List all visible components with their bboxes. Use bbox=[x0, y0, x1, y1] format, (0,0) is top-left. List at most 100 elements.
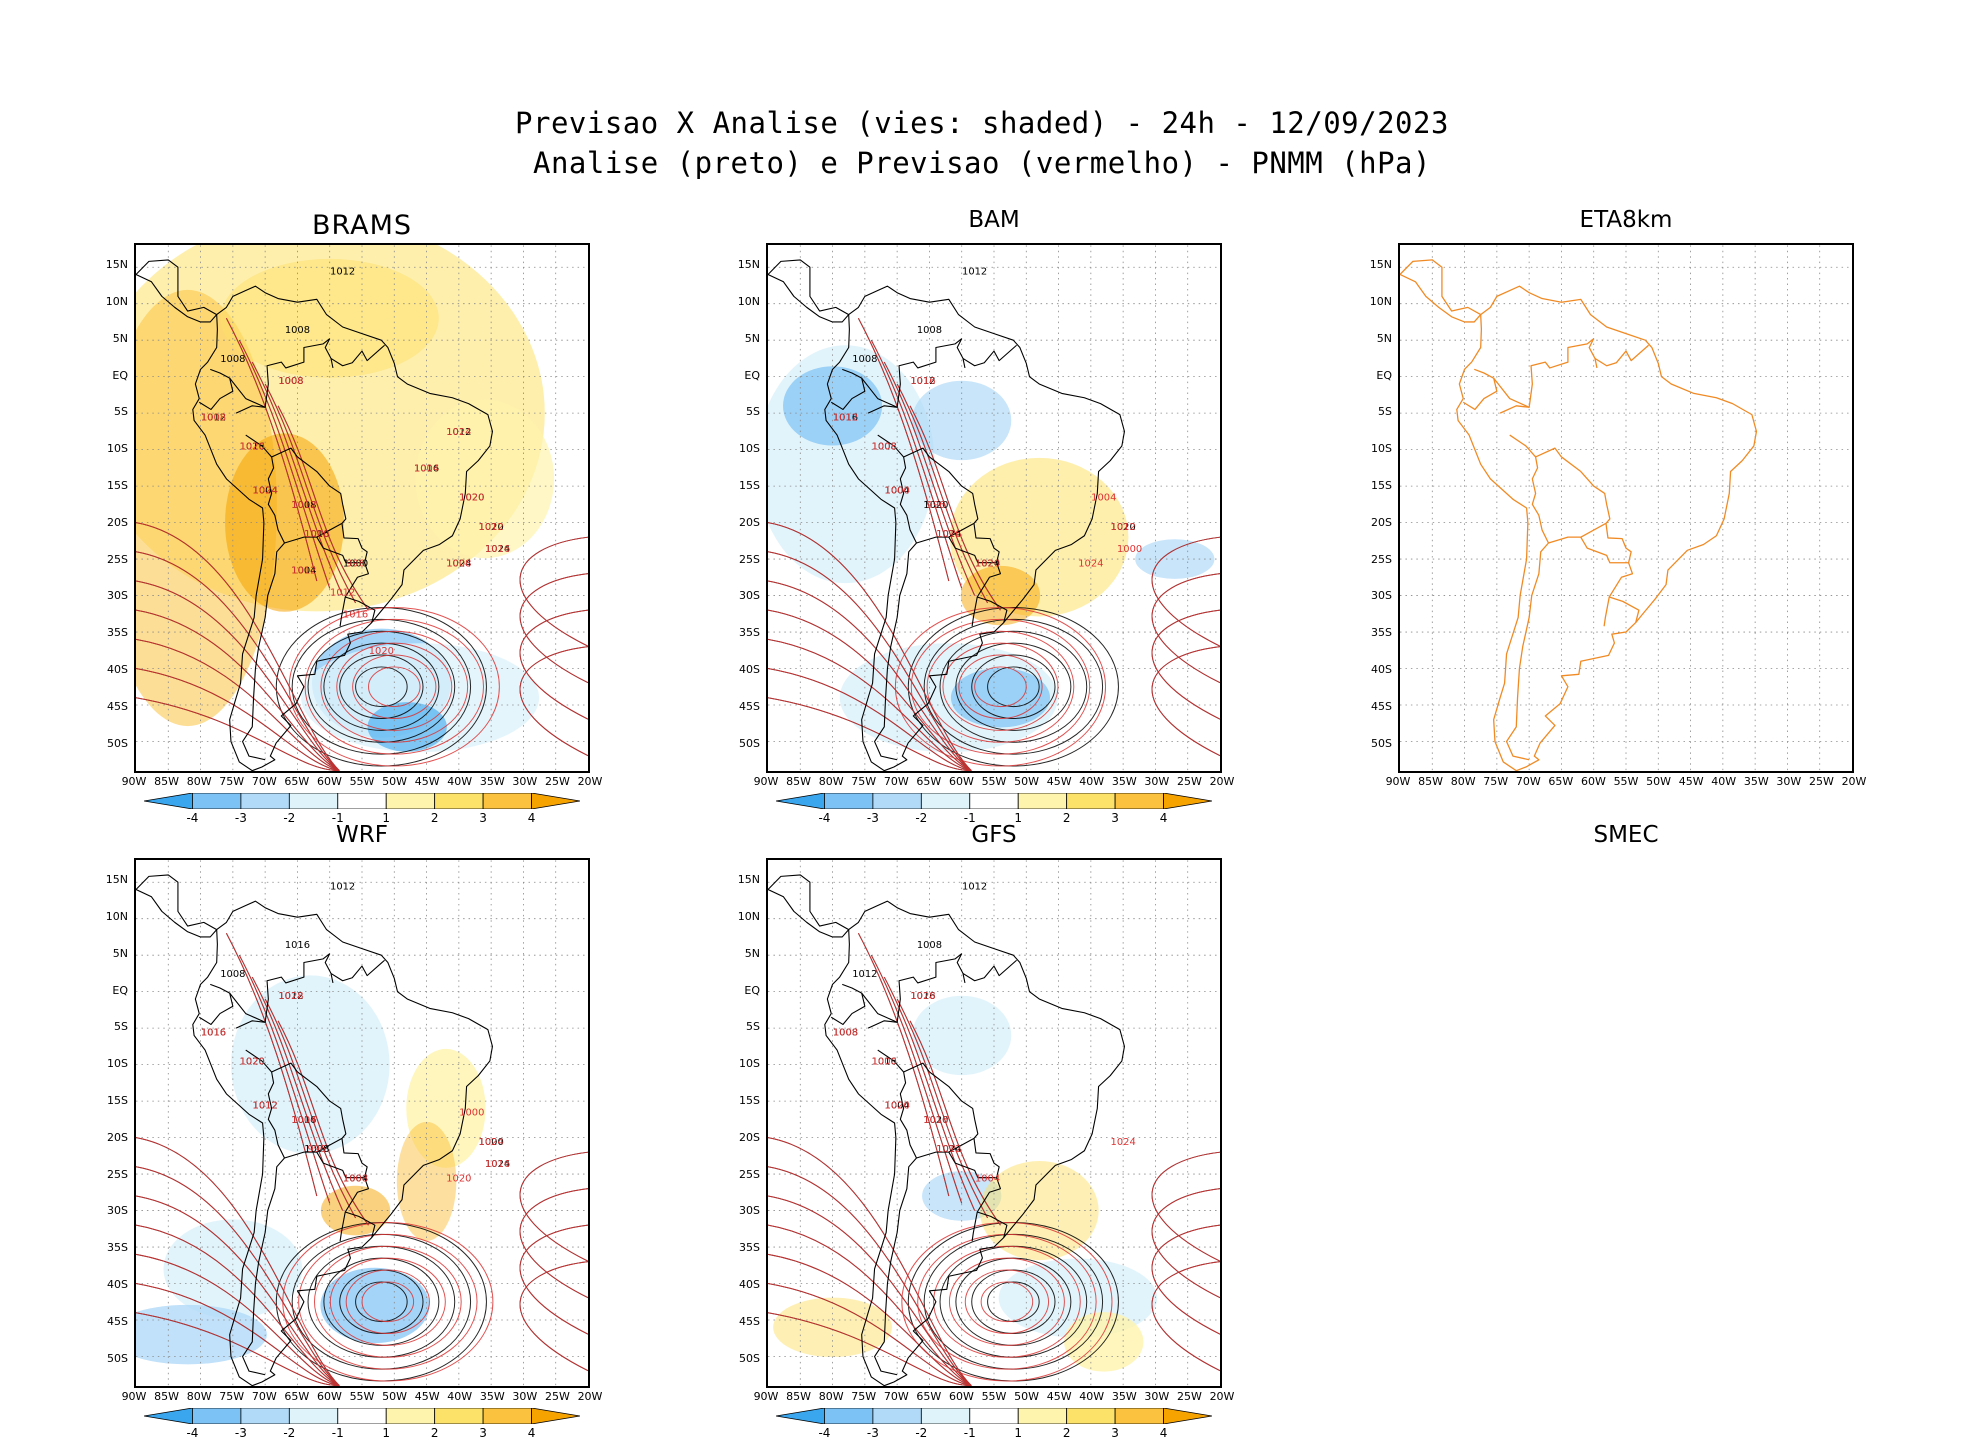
bam-analysis-contour-label: 1024 bbox=[975, 558, 1000, 569]
colorbar-tick-label: 3 bbox=[1111, 1426, 1119, 1440]
coastline-and-borders bbox=[136, 874, 493, 1386]
wrf-analysis-contour-label: 1020 bbox=[240, 1057, 265, 1068]
lon-tick-label: 90W bbox=[1385, 775, 1411, 788]
lon-tick-label: 50W bbox=[382, 1390, 407, 1403]
lon-tick-label: 90W bbox=[753, 1390, 779, 1403]
lat-tick-label: 15S bbox=[739, 1093, 760, 1107]
lat-tick-label: 15N bbox=[105, 873, 128, 887]
lat-tick-label: 35S bbox=[107, 1241, 128, 1255]
brams-forecast-contour-label: 1004 bbox=[414, 464, 439, 475]
colorbar-tick-label: -4 bbox=[186, 811, 199, 825]
brams-analysis-contour-label: 1016 bbox=[414, 464, 439, 475]
colorbar-swatch bbox=[1114, 1407, 1164, 1425]
colorbar-tick-label: -4 bbox=[186, 1426, 199, 1440]
lon-tick-label: 85W bbox=[154, 1390, 179, 1403]
lat-tick-label: 45S bbox=[1371, 699, 1392, 713]
bias-warm-southern bbox=[773, 1297, 893, 1358]
lat-tick-label: 5N bbox=[112, 331, 128, 345]
wrf-forecast-contour-label: 1024 bbox=[479, 1137, 504, 1148]
lat-tick-label: 15S bbox=[739, 478, 760, 492]
colorbar-tick-label: 3 bbox=[479, 811, 487, 825]
figure-title-line-2: Analise (preto) e Previsao (vermelho) - … bbox=[533, 146, 1431, 180]
lat-tick-label: 50S bbox=[107, 736, 128, 750]
lat-tick-label: 20S bbox=[107, 515, 128, 529]
brams-forecast-contour-label: 1012 bbox=[291, 500, 316, 511]
bam-forecast-contour-label: 1012 bbox=[1111, 522, 1136, 533]
coastline-and-borders bbox=[1400, 259, 1758, 771]
lat-tick-label: 15S bbox=[107, 478, 128, 492]
brams-forecast-contour-label: 1016 bbox=[485, 544, 510, 555]
colorbar-swatch bbox=[531, 792, 581, 810]
map-panel-gfs: 1012 1008 1012 1016 1008 1016 1004 1020 1024 1028… bbox=[766, 858, 1222, 1388]
lat-tick-label: 5S bbox=[746, 405, 760, 419]
colorbar-swatch bbox=[434, 792, 484, 810]
lon-tick-label: 40W bbox=[1711, 775, 1737, 788]
bias-cool-core bbox=[783, 366, 883, 446]
gfs-forecast-contour-label: 1004 bbox=[975, 1173, 1000, 1184]
wrf-forecast-contour-label: 1008 bbox=[343, 1173, 368, 1184]
colorbar-tick-label: -3 bbox=[234, 811, 247, 825]
lat-tick-label: 5S bbox=[114, 1020, 128, 1034]
lon-tick-label: 80W bbox=[186, 1390, 212, 1403]
colorbar-swatch bbox=[385, 792, 436, 810]
lat-tick-label: 5N bbox=[1376, 331, 1392, 345]
colorbar-swatch bbox=[920, 1407, 971, 1425]
bam-forecast-contour-label: 1024 bbox=[1078, 558, 1103, 569]
map-panel-wrf: 1012 1016 1008 1012 1016 1020 1012 1016 1008 1004… bbox=[134, 858, 590, 1388]
brams-forecast-contour-label: 1024 bbox=[253, 485, 278, 496]
lon-tick-label: 25W bbox=[1176, 1390, 1202, 1403]
colorbar-gfs: -4 -3 -2 -1 1 2 3 4 bbox=[775, 1407, 1213, 1442]
colorbar-swatch bbox=[434, 1407, 484, 1425]
brams-analysis-contour-label: 1004 bbox=[291, 566, 316, 577]
lon-tick-label: 45W bbox=[414, 1390, 440, 1403]
lat-tick-label: 45S bbox=[107, 699, 128, 713]
colorbar-swatch bbox=[1114, 792, 1164, 810]
brams-analysis-contour-label: 1024 bbox=[485, 544, 510, 555]
lat-tick-label: 5N bbox=[744, 331, 760, 345]
lon-tick-label: 20W bbox=[1841, 775, 1867, 788]
lon-tick-label: 50W bbox=[1646, 775, 1671, 788]
lat-tick-label: 10N bbox=[105, 294, 128, 308]
colorbar-swatch bbox=[920, 792, 971, 810]
lon-tick-label: 30W bbox=[512, 775, 538, 788]
gfs-analysis-contour-label: 1012 bbox=[962, 882, 987, 893]
wrf-analysis-contour-label: 1016 bbox=[291, 1115, 316, 1126]
gfs-analysis-contour-label: 1020 bbox=[923, 1115, 948, 1126]
lat-tick-label: 10S bbox=[107, 1057, 128, 1071]
bam-analysis-contour-label: 1004 bbox=[885, 485, 910, 496]
colorbar-swatch bbox=[872, 792, 922, 810]
colorbar-tick-label: 1 bbox=[1014, 811, 1023, 825]
lon-tick-label: 45W bbox=[1678, 775, 1704, 788]
colorbar-brams: -4 -3 -2 -1 1 2 3 4 bbox=[143, 792, 581, 827]
gfs-forecast-contour-label: 1008 bbox=[833, 1027, 858, 1038]
bam-forecast-contour-label: 996 bbox=[926, 500, 945, 511]
lat-tick-label: 5S bbox=[746, 1020, 760, 1034]
map-panel-eta bbox=[1398, 243, 1854, 773]
wrf-forecast-contour-label: 1012 bbox=[253, 1100, 278, 1111]
lon-tick-label: 60W bbox=[316, 1390, 342, 1403]
coastline-and-borders bbox=[768, 874, 1125, 1386]
lat-lon-gridlines bbox=[136, 860, 588, 1386]
gfs-forecast-contour-label: 1012 bbox=[936, 1144, 961, 1155]
lat-tick-label: 40S bbox=[739, 662, 760, 676]
coastline-and-borders bbox=[136, 259, 493, 771]
lon-tick-label: 55W bbox=[349, 775, 375, 788]
lat-tick-label: 20S bbox=[739, 1130, 760, 1144]
lat-tick-label: 10S bbox=[739, 442, 760, 456]
bam-forecast-contour-label: 1012 bbox=[833, 412, 858, 423]
lat-tick-label: 25S bbox=[739, 1167, 760, 1181]
lon-tick-label: 90W bbox=[121, 775, 147, 788]
lon-tick-label: 30W bbox=[1776, 775, 1802, 788]
colorbar-swatch bbox=[192, 792, 242, 810]
bias-warm-band bbox=[396, 1121, 457, 1241]
lon-tick-label: 85W bbox=[786, 775, 811, 788]
lat-tick-label: 10S bbox=[107, 442, 128, 456]
lat-tick-label: 25S bbox=[107, 552, 128, 566]
brams-forecast-contour-label: 1012 bbox=[291, 566, 316, 577]
lon-tick-label: 60W bbox=[948, 775, 974, 788]
lon-tick-label: 75W bbox=[1483, 775, 1509, 788]
lat-tick-label: EQ bbox=[112, 368, 128, 382]
lon-tick-label: 90W bbox=[753, 775, 779, 788]
lat-tick-label: 10N bbox=[737, 294, 760, 308]
panel-title-gfs: GFS bbox=[971, 822, 1017, 848]
